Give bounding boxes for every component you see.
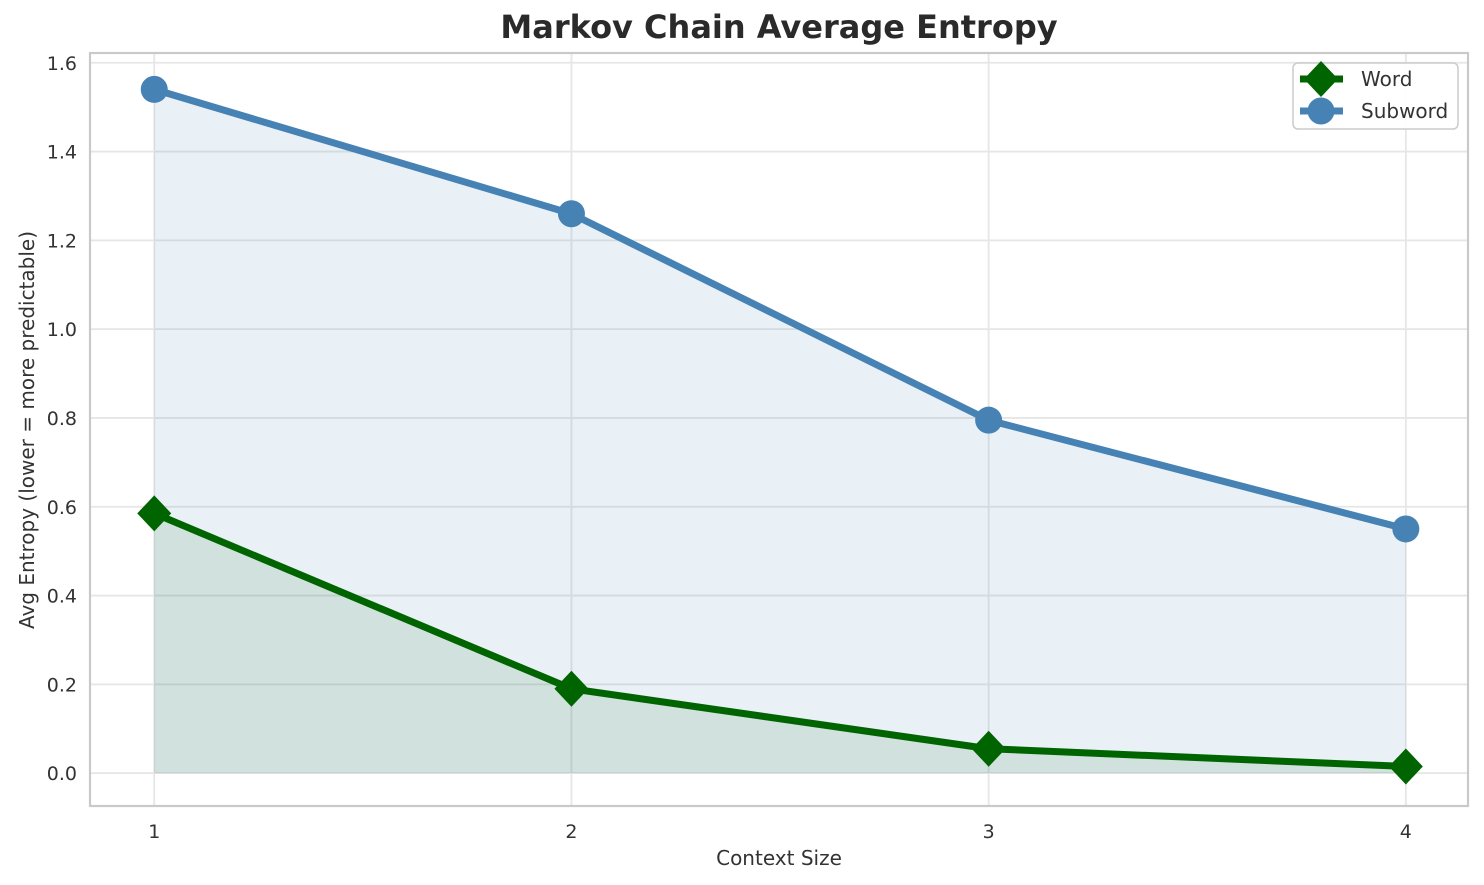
y-tick-label: 0.6 xyxy=(47,497,77,519)
axes-box xyxy=(88,51,1470,808)
series-marker-word xyxy=(554,670,589,707)
x-tick-label: 3 xyxy=(983,821,995,843)
series-marker-subword xyxy=(557,200,585,228)
series-line-subword xyxy=(150,85,1410,533)
series-marker-word xyxy=(971,730,1006,767)
series-marker-subword xyxy=(975,406,1003,434)
y-tick-label: 0.4 xyxy=(47,586,77,608)
x-tick-label: 4 xyxy=(1400,821,1412,843)
legend-marker-subword xyxy=(1307,97,1335,125)
x-tick-label: 1 xyxy=(148,821,160,843)
series-marker-subword xyxy=(140,75,168,103)
series-fill-subword xyxy=(154,89,1406,774)
legend-label-word: Word xyxy=(1361,67,1412,91)
y-tick-label: 0.0 xyxy=(47,763,77,785)
x-axis-label: Context Size xyxy=(716,846,842,870)
y-tick-label: 1.2 xyxy=(47,230,77,252)
y-tick-label: 0.8 xyxy=(47,408,77,430)
y-tick-label: 0.2 xyxy=(47,674,77,696)
y-tick-label: 1.4 xyxy=(47,142,77,164)
series-marker-word xyxy=(1388,748,1423,785)
y-tick-label: 1.0 xyxy=(47,319,77,341)
legend-label-subword: Subword xyxy=(1361,99,1448,123)
chart-title: Markov Chain Average Entropy xyxy=(500,8,1058,46)
series-line-word xyxy=(150,509,1410,770)
legend-marker-word xyxy=(1304,61,1338,97)
y-tick-label: 1.6 xyxy=(47,53,77,75)
series-marker-word xyxy=(137,495,172,532)
y-axis-label: Avg Entropy (lower = more predictable) xyxy=(15,230,39,630)
x-tick-label: 2 xyxy=(565,821,577,843)
series-marker-subword xyxy=(1392,515,1420,543)
series-fill-word xyxy=(154,513,1406,774)
